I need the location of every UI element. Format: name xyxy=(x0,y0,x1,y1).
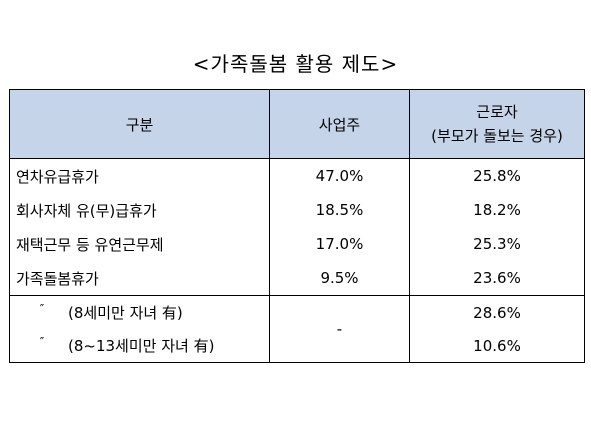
row-employer-value: 18.5% xyxy=(269,193,410,227)
sub-row-category: ″ (8~13세미만 자녀 有) xyxy=(9,329,270,363)
header-worker-line1: 근로자 xyxy=(476,103,518,121)
row-worker-value: 25.8% xyxy=(409,158,585,193)
family-care-table: 구분 사업주 근로자 (부모가 돌보는 경우) 연차유급휴가 47.0% 25.… xyxy=(9,89,585,363)
row-employer-value: 9.5% xyxy=(269,261,410,296)
header-employer: 사업주 xyxy=(269,89,410,159)
sub-row-label: (8세미만 자녀 有) xyxy=(68,304,183,322)
table-row: 회사자체 유(무)급휴가 18.5% 18.2% xyxy=(9,193,585,227)
header-category: 구분 xyxy=(9,89,270,159)
sub-row-worker-value: 28.6% xyxy=(409,295,585,329)
row-worker-value: 23.6% xyxy=(409,261,585,296)
row-category: 가족돌봄휴가 xyxy=(9,261,270,296)
sub-row: ″ (8~13세미만 자녀 有) 10.6% xyxy=(9,329,585,363)
sub-row: ″ (8세미만 자녀 有) - 28.6% xyxy=(9,295,585,363)
row-worker-value: 18.2% xyxy=(409,193,585,227)
table-row: 가족돌봄휴가 9.5% 23.6% xyxy=(9,261,585,296)
sub-employer-value: - xyxy=(269,295,410,363)
table-row: 재택근무 등 유연근무제 17.0% 25.3% xyxy=(9,227,585,261)
sub-row-category: ″ (8세미만 자녀 有) xyxy=(9,295,270,329)
ditto-mark: ″ xyxy=(39,335,45,349)
row-worker-value: 25.3% xyxy=(409,227,585,261)
row-category: 재택근무 등 유연근무제 xyxy=(9,227,270,261)
document-title: <가족돌봄 활용 제도> xyxy=(192,52,399,76)
sub-row-worker-value: 10.6% xyxy=(409,329,585,363)
row-category: 회사자체 유(무)급휴가 xyxy=(9,193,270,227)
header-worker: 근로자 (부모가 돌보는 경우) xyxy=(409,89,585,159)
ditto-mark: ″ xyxy=(39,302,45,316)
sub-row-label: (8~13세미만 자녀 有) xyxy=(68,337,215,355)
row-employer-value: 17.0% xyxy=(269,227,410,261)
header-worker-line2: (부모가 돌보는 경우) xyxy=(431,127,563,145)
table-row: 연차유급휴가 47.0% 25.8% xyxy=(9,158,585,193)
row-category: 연차유급휴가 xyxy=(9,158,270,193)
header-row: 구분 사업주 근로자 (부모가 돌보는 경우) xyxy=(9,89,585,159)
row-employer-value: 47.0% xyxy=(269,158,410,193)
